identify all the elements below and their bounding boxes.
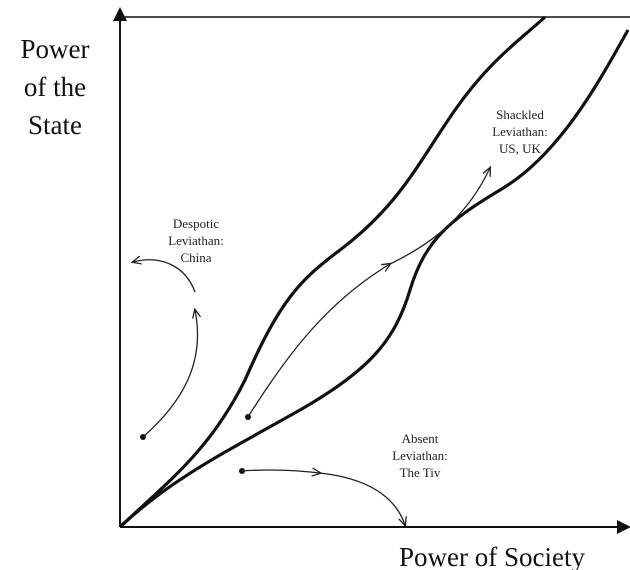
region-label: Absent [402, 431, 439, 446]
x-axis-label: Power of Society [399, 542, 585, 570]
trajectory-arrow [389, 168, 490, 265]
region-label: US, UK [499, 141, 542, 156]
trajectory-arrow [247, 264, 390, 418]
trajectory-arrow [241, 470, 320, 473]
y-axis-label: State [28, 110, 82, 140]
trajectory-arrow [142, 310, 198, 438]
region-label: Leviathan: [492, 124, 548, 139]
region-label: Leviathan: [392, 448, 448, 463]
y-axis-label: Power [21, 34, 90, 64]
trajectory-arrow [319, 472, 405, 525]
y-axis-label: of the [24, 72, 86, 102]
region-label: Leviathan: [168, 233, 224, 248]
region-label: Shackled [496, 107, 544, 122]
region-label: Despotic [173, 216, 219, 231]
trajectory-arrow [133, 260, 196, 293]
region-label: China [180, 250, 211, 265]
upper-boundary [118, 15, 547, 529]
lower-boundary [118, 29, 630, 529]
region-label: The Tiv [400, 465, 441, 480]
